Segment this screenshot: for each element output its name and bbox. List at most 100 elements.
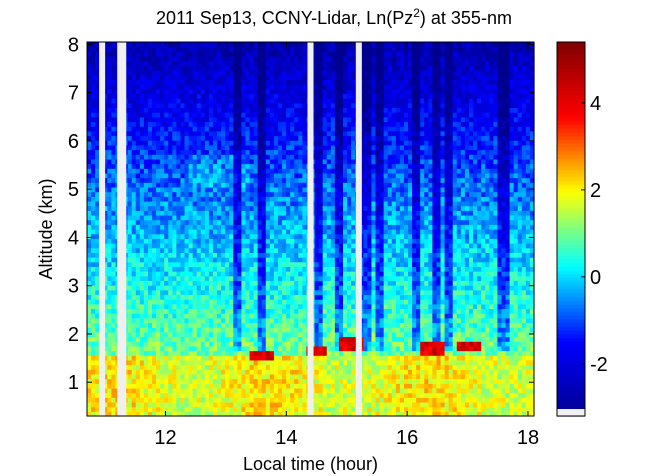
heatmap-cell [229,261,234,267]
heatmap-cell [249,369,255,375]
heatmap-cell [245,144,251,151]
heatmap-cell [261,280,267,286]
heatmap-cell [196,116,202,123]
heatmap-cell [184,252,190,258]
heatmap-cell [139,126,145,132]
heatmap-cell [261,364,267,370]
heatmap-cell [294,191,299,197]
heatmap-cell [168,158,173,165]
heatmap-cell [265,177,271,183]
heatmap-cell [103,387,108,394]
heatmap-cell [172,177,177,183]
heatmap-cell [221,373,226,380]
heatmap-cell [147,317,153,324]
heatmap-cell [188,93,194,99]
heatmap-cell [217,285,222,291]
heatmap-cell [273,294,279,300]
heatmap-cell [131,182,137,188]
heatmap-cell [334,224,340,230]
heatmap-cell [253,345,259,352]
heatmap-cell [143,65,149,71]
heatmap-cell [318,275,324,282]
heatmap-cell [314,350,320,356]
heatmap-cell [245,172,251,179]
heatmap-cell [168,140,173,146]
heatmap-cell [330,107,336,113]
heatmap-cell [164,46,169,52]
heatmap-cell [143,364,149,370]
heatmap-cell [103,229,108,235]
heatmap-cell [135,238,141,244]
heatmap-cell [277,313,283,319]
heatmap-cell [152,88,157,95]
heatmap-cell [103,294,108,300]
heatmap-cell [131,168,137,174]
heatmap-cell [257,42,263,48]
heatmap-cell [164,387,169,394]
heatmap-cell [87,56,92,62]
heatmap-cell [192,308,198,314]
heatmap-cell [334,261,340,267]
heatmap-cell [237,70,243,76]
heatmap-cell [334,60,340,66]
heatmap-cell [184,112,190,118]
heatmap-cell [127,261,133,267]
heatmap-cell [261,191,267,197]
heatmap-cell [111,336,117,342]
heatmap-cell [196,88,202,95]
heatmap-cell [249,383,255,389]
heatmap-cell [168,308,173,314]
heatmap-cell [217,359,222,366]
heatmap-cell [217,163,222,169]
heatmap-cell [217,392,222,398]
heatmap-cell [103,126,108,132]
heatmap-cell [135,355,141,361]
heatmap-cell [233,397,238,403]
heatmap-cell [229,74,234,80]
heatmap-cell [111,369,117,375]
heatmap-cell [107,313,112,319]
heatmap-cell [261,168,267,174]
heatmap-cell [135,154,141,160]
heatmap-cell [196,149,202,155]
heatmap-cell [217,42,222,48]
heatmap-cell [172,299,177,305]
heatmap-cell [269,107,275,113]
heatmap-cell [160,98,165,104]
heatmap-cell [168,196,173,202]
heatmap-cell [168,200,173,207]
heatmap-cell [330,238,336,244]
heatmap-cell [111,144,117,151]
heatmap-cell [225,308,230,314]
heatmap-cell [95,401,100,408]
heatmap-cell [294,261,299,267]
heatmap-cell [217,60,222,66]
heatmap-cell [164,378,169,384]
heatmap-cell [318,112,324,118]
heatmap-cell [257,98,263,104]
heatmap-cell [160,359,165,366]
heatmap-cell [221,411,226,417]
heatmap-cell [131,387,137,394]
heatmap-cell [318,252,324,258]
heatmap-cell [265,303,271,310]
heatmap-cell [326,93,332,99]
heatmap-cell [257,70,263,76]
heatmap-cell [298,406,303,412]
heatmap-cell [241,401,247,408]
heatmap-cell [135,341,141,347]
heatmap-cell [135,144,141,151]
heatmap-cell [95,303,100,310]
heatmap-cell [249,224,255,230]
heatmap-cell [188,350,194,356]
heatmap-cell [277,383,283,389]
heatmap-cell [180,303,186,310]
heatmap-cell [147,56,153,62]
heatmap-cell [208,313,214,319]
heatmap-cell [286,401,291,408]
heatmap-cell [269,285,275,291]
heatmap-cell [273,257,279,263]
heatmap-cell [180,252,186,258]
heatmap-cell [208,257,214,263]
heatmap-cell [261,331,267,338]
